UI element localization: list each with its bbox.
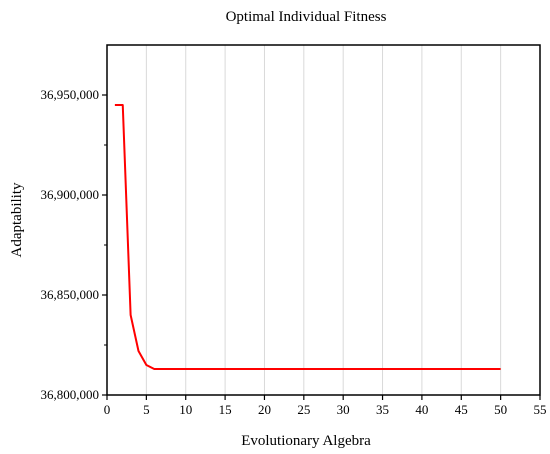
chart-title: Optimal Individual Fitness — [226, 9, 387, 25]
x-tick-label: 20 — [258, 402, 271, 417]
y-tick-label: 36,950,000 — [41, 87, 100, 102]
y-tick-label: 36,900,000 — [41, 187, 100, 202]
x-tick-label: 55 — [534, 402, 547, 417]
x-axis-label: Evolutionary Algebra — [241, 433, 371, 449]
x-axis-ticks: 0 5 10 15 20 25 30 35 40 45 50 55 — [104, 395, 547, 417]
x-tick-label: 35 — [376, 402, 389, 417]
x-tick-label: 45 — [455, 402, 468, 417]
x-tick-label: 40 — [415, 402, 428, 417]
x-tick-label: 30 — [337, 402, 350, 417]
x-tick-label: 50 — [494, 402, 507, 417]
y-axis-ticks: 36,800,000 36,850,000 36,900,000 36,950,000 — [41, 87, 107, 402]
y-axis-label: Adaptability — [9, 182, 25, 257]
x-tick-label: 15 — [219, 402, 232, 417]
y-tick-label: 36,800,000 — [41, 387, 100, 402]
y-tick-label: 36,850,000 — [41, 287, 100, 302]
series-layer — [114, 104, 501, 370]
x-tick-label: 0 — [104, 402, 111, 417]
series-line — [114, 104, 501, 370]
x-tick-label: 25 — [297, 402, 310, 417]
grid-lines — [145, 45, 502, 395]
x-tick-label: 10 — [179, 402, 192, 417]
plot-frame — [106, 44, 541, 396]
x-tick-label: 5 — [143, 402, 150, 417]
